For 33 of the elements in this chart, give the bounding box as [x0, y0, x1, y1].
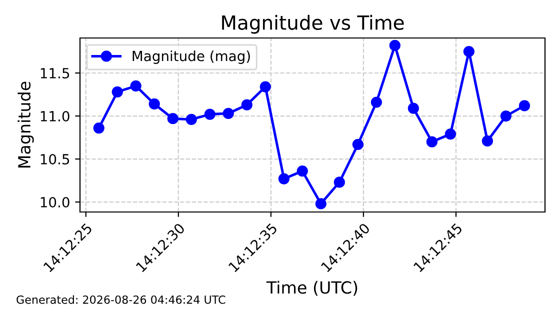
point — [130, 80, 142, 92]
point — [222, 108, 234, 119]
point — [334, 176, 345, 188]
x-axis-title: Time (UTC) — [266, 280, 358, 296]
y-axis-title: Magnitude — [18, 82, 34, 168]
y-tick-label: 11.5 — [40, 68, 70, 78]
point — [93, 122, 104, 134]
y-tick-label: 11.0 — [40, 110, 70, 122]
point — [167, 113, 178, 124]
point — [463, 46, 474, 58]
point — [112, 86, 123, 98]
point — [389, 40, 400, 52]
chart-title: Magnitude vs Time — [222, 14, 404, 34]
point — [426, 136, 438, 148]
point — [186, 114, 197, 126]
y-tick-label: 10.0 — [40, 196, 70, 208]
point — [148, 98, 160, 110]
point — [444, 128, 456, 140]
point — [500, 110, 512, 122]
point — [278, 173, 290, 184]
point — [408, 102, 419, 114]
point — [204, 108, 216, 120]
point — [315, 198, 326, 210]
text: Generated: 2026-08-26 04:46:24 UTC — [16, 295, 226, 304]
point — [296, 166, 308, 177]
point — [352, 138, 364, 150]
point — [482, 135, 493, 147]
point — [260, 81, 271, 92]
legend-label: Magnitude (mag) — [132, 50, 250, 64]
point — [370, 96, 382, 108]
point — [518, 100, 530, 112]
point — [241, 99, 252, 110]
y-tick-label: 10.5 — [40, 154, 70, 164]
